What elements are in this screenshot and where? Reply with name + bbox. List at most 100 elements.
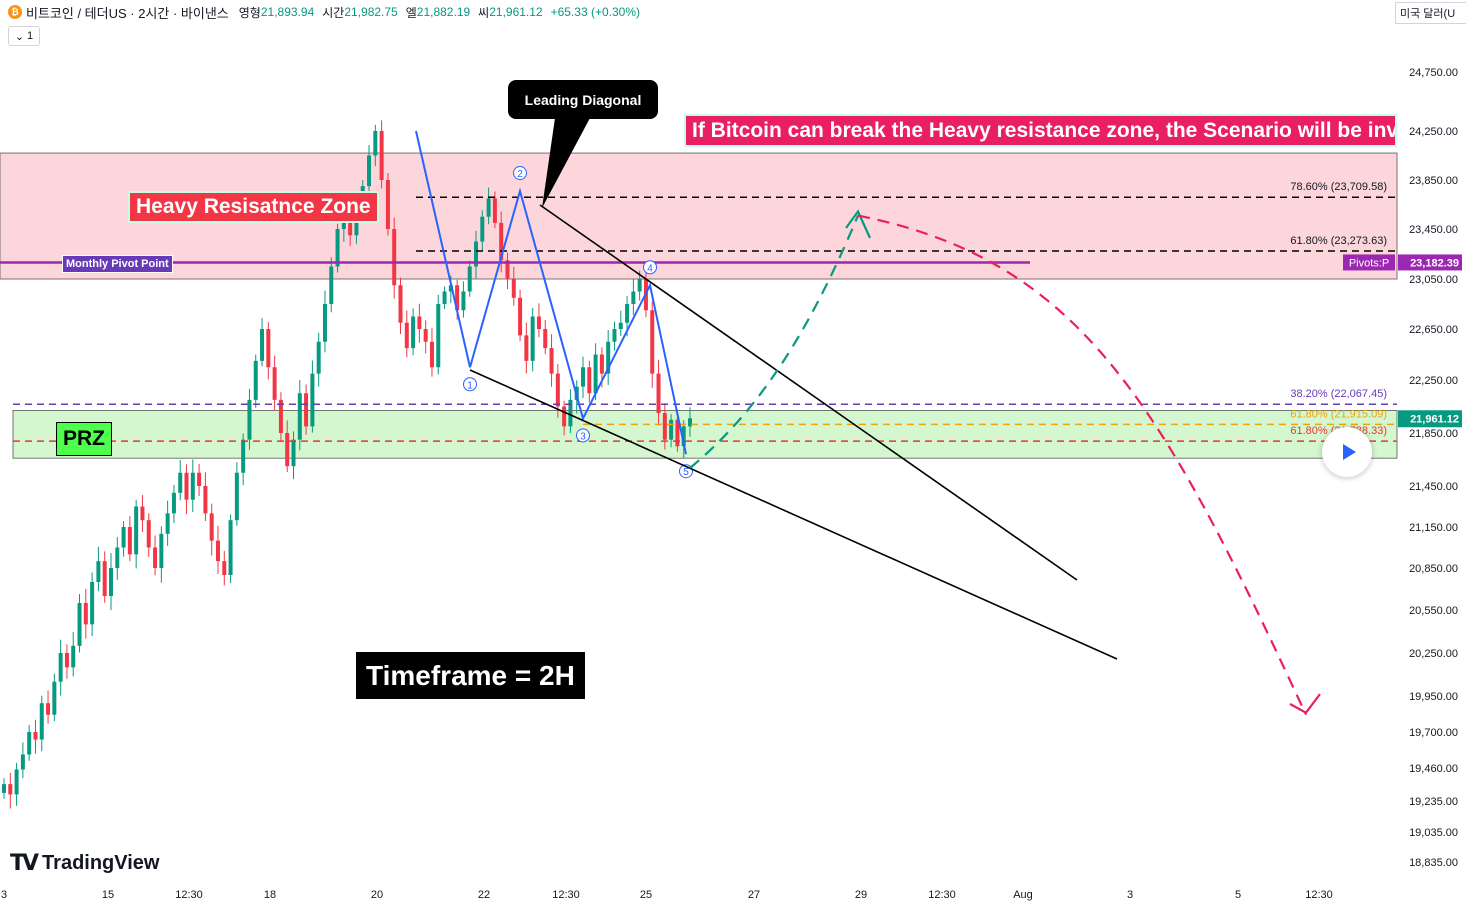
candle-body — [8, 784, 13, 795]
candle-body — [108, 568, 113, 596]
candle-body — [543, 329, 548, 349]
prz-zone — [12, 410, 1398, 459]
x-tick-label: 25 — [640, 889, 652, 901]
lower-diagonal-line — [469, 369, 1118, 660]
candle-body — [2, 784, 6, 793]
projection-down-arrowhead — [1289, 693, 1321, 715]
x-tick-label: Aug — [1013, 889, 1033, 901]
candle-body — [593, 354, 598, 394]
projection-up-arrowhead — [845, 209, 872, 239]
x-tick-label: 3 — [1127, 889, 1133, 901]
candle-body — [215, 540, 220, 562]
upper-diagonal-line — [539, 204, 1078, 581]
candle-body — [285, 433, 290, 467]
y-tick-label: 22,650.00 — [1409, 324, 1458, 336]
candle-body — [612, 329, 617, 342]
candle-body — [499, 222, 504, 261]
fib-level-label: 78.60% (23,709.58) — [1290, 181, 1387, 193]
candle-body — [52, 681, 57, 715]
x-tick-label: 3 — [1, 889, 7, 901]
candle-body — [568, 399, 573, 427]
candle-body — [492, 198, 497, 223]
candle-body — [480, 216, 485, 242]
wave-label-circle — [643, 260, 657, 275]
candle-body — [64, 653, 69, 668]
candle-body — [411, 316, 416, 349]
candle-body — [165, 513, 170, 534]
projection-down-path — [857, 214, 1307, 716]
x-tick-label: 5 — [1235, 889, 1241, 901]
y-tick-label: 23,850.00 — [1409, 175, 1458, 187]
replay-button[interactable] — [1322, 427, 1372, 477]
x-tick-label: 22 — [478, 889, 490, 901]
projection-up-path — [689, 215, 860, 469]
candle-body — [581, 367, 586, 387]
candle-body — [27, 732, 32, 755]
candle-body — [241, 439, 246, 473]
x-tick-label: 20 — [371, 889, 383, 901]
candle-body — [115, 547, 120, 568]
candle-body — [14, 769, 19, 795]
candle-body — [253, 360, 258, 400]
candle-body — [203, 486, 208, 514]
candle-body — [90, 582, 95, 625]
last-price-bg — [1398, 410, 1462, 428]
candle-body — [209, 513, 214, 541]
wave-label: 1 — [467, 380, 473, 391]
pivot-value-bg — [1398, 254, 1462, 271]
candle-body — [404, 322, 409, 349]
wave-label: 3 — [580, 431, 586, 442]
wave-label: 4 — [647, 263, 653, 274]
candle-body — [348, 216, 353, 236]
candle-body — [385, 180, 390, 229]
y-tick-label: 22,250.00 — [1409, 375, 1458, 387]
candle-body — [669, 419, 674, 440]
candle-body — [606, 341, 611, 374]
y-tick-label: 24,750.00 — [1409, 67, 1458, 79]
open-value: 21,893.94 — [260, 5, 315, 19]
wave-label-circle — [513, 166, 527, 181]
tradingview-logo[interactable]: 𝗧𝗩 TradingView — [10, 850, 160, 876]
callout-pointer — [542, 118, 590, 208]
candle-body — [127, 527, 132, 555]
pivot-value: 23,182.39 — [1410, 257, 1459, 269]
lines-layer: 1 2 3 4 5 — [415, 118, 1321, 716]
timeframe-label: Timeframe = 2H — [356, 652, 585, 699]
candle-body — [618, 322, 623, 329]
bitcoin-icon: ₿ — [8, 5, 22, 19]
candle-body — [524, 335, 529, 361]
candle-body — [530, 316, 535, 361]
candle-body — [297, 393, 302, 440]
x-tick-label: 15 — [102, 889, 114, 901]
candle-body — [650, 310, 655, 374]
wave-label-circle — [463, 377, 477, 392]
candle-body — [637, 279, 642, 292]
candle-body — [228, 520, 233, 575]
candle-body — [329, 266, 334, 304]
y-tick-label: 19,035.00 — [1409, 827, 1458, 839]
pivot-tag: Pivots:P — [1349, 257, 1389, 269]
candle-body — [461, 291, 466, 311]
interval-dropdown[interactable]: ⌄ 1 — [8, 26, 40, 46]
candle-body — [549, 348, 554, 374]
y-tick-label: 21,850.00 — [1409, 428, 1458, 440]
fib-level-label: 61.80% (23,273.63) — [1290, 235, 1387, 247]
candle-body — [20, 754, 25, 770]
currency-button[interactable]: 미국 달러(U — [1395, 2, 1466, 24]
symbol-title[interactable]: 비트코인 / 테더US · 2시간 · 바이낸스 — [26, 5, 229, 21]
candle-body — [197, 472, 202, 486]
x-tick-label: 12:30 — [1305, 889, 1333, 901]
x-tick-label: 12:30 — [175, 889, 203, 901]
candle-body — [373, 131, 378, 156]
candle-body — [398, 285, 403, 323]
y-tick-label: 18,835.00 — [1409, 857, 1458, 869]
x-tick-label: 29 — [855, 889, 867, 901]
y-tick-label: 19,950.00 — [1409, 691, 1458, 703]
y-tick-label: 19,460.00 — [1409, 763, 1458, 775]
candle-body — [436, 304, 441, 368]
candle-body — [625, 304, 630, 323]
pivot-tag-bg — [1343, 254, 1395, 271]
chevron-down-icon: ⌄ — [14, 30, 25, 43]
elliott-wave-path — [415, 130, 687, 455]
